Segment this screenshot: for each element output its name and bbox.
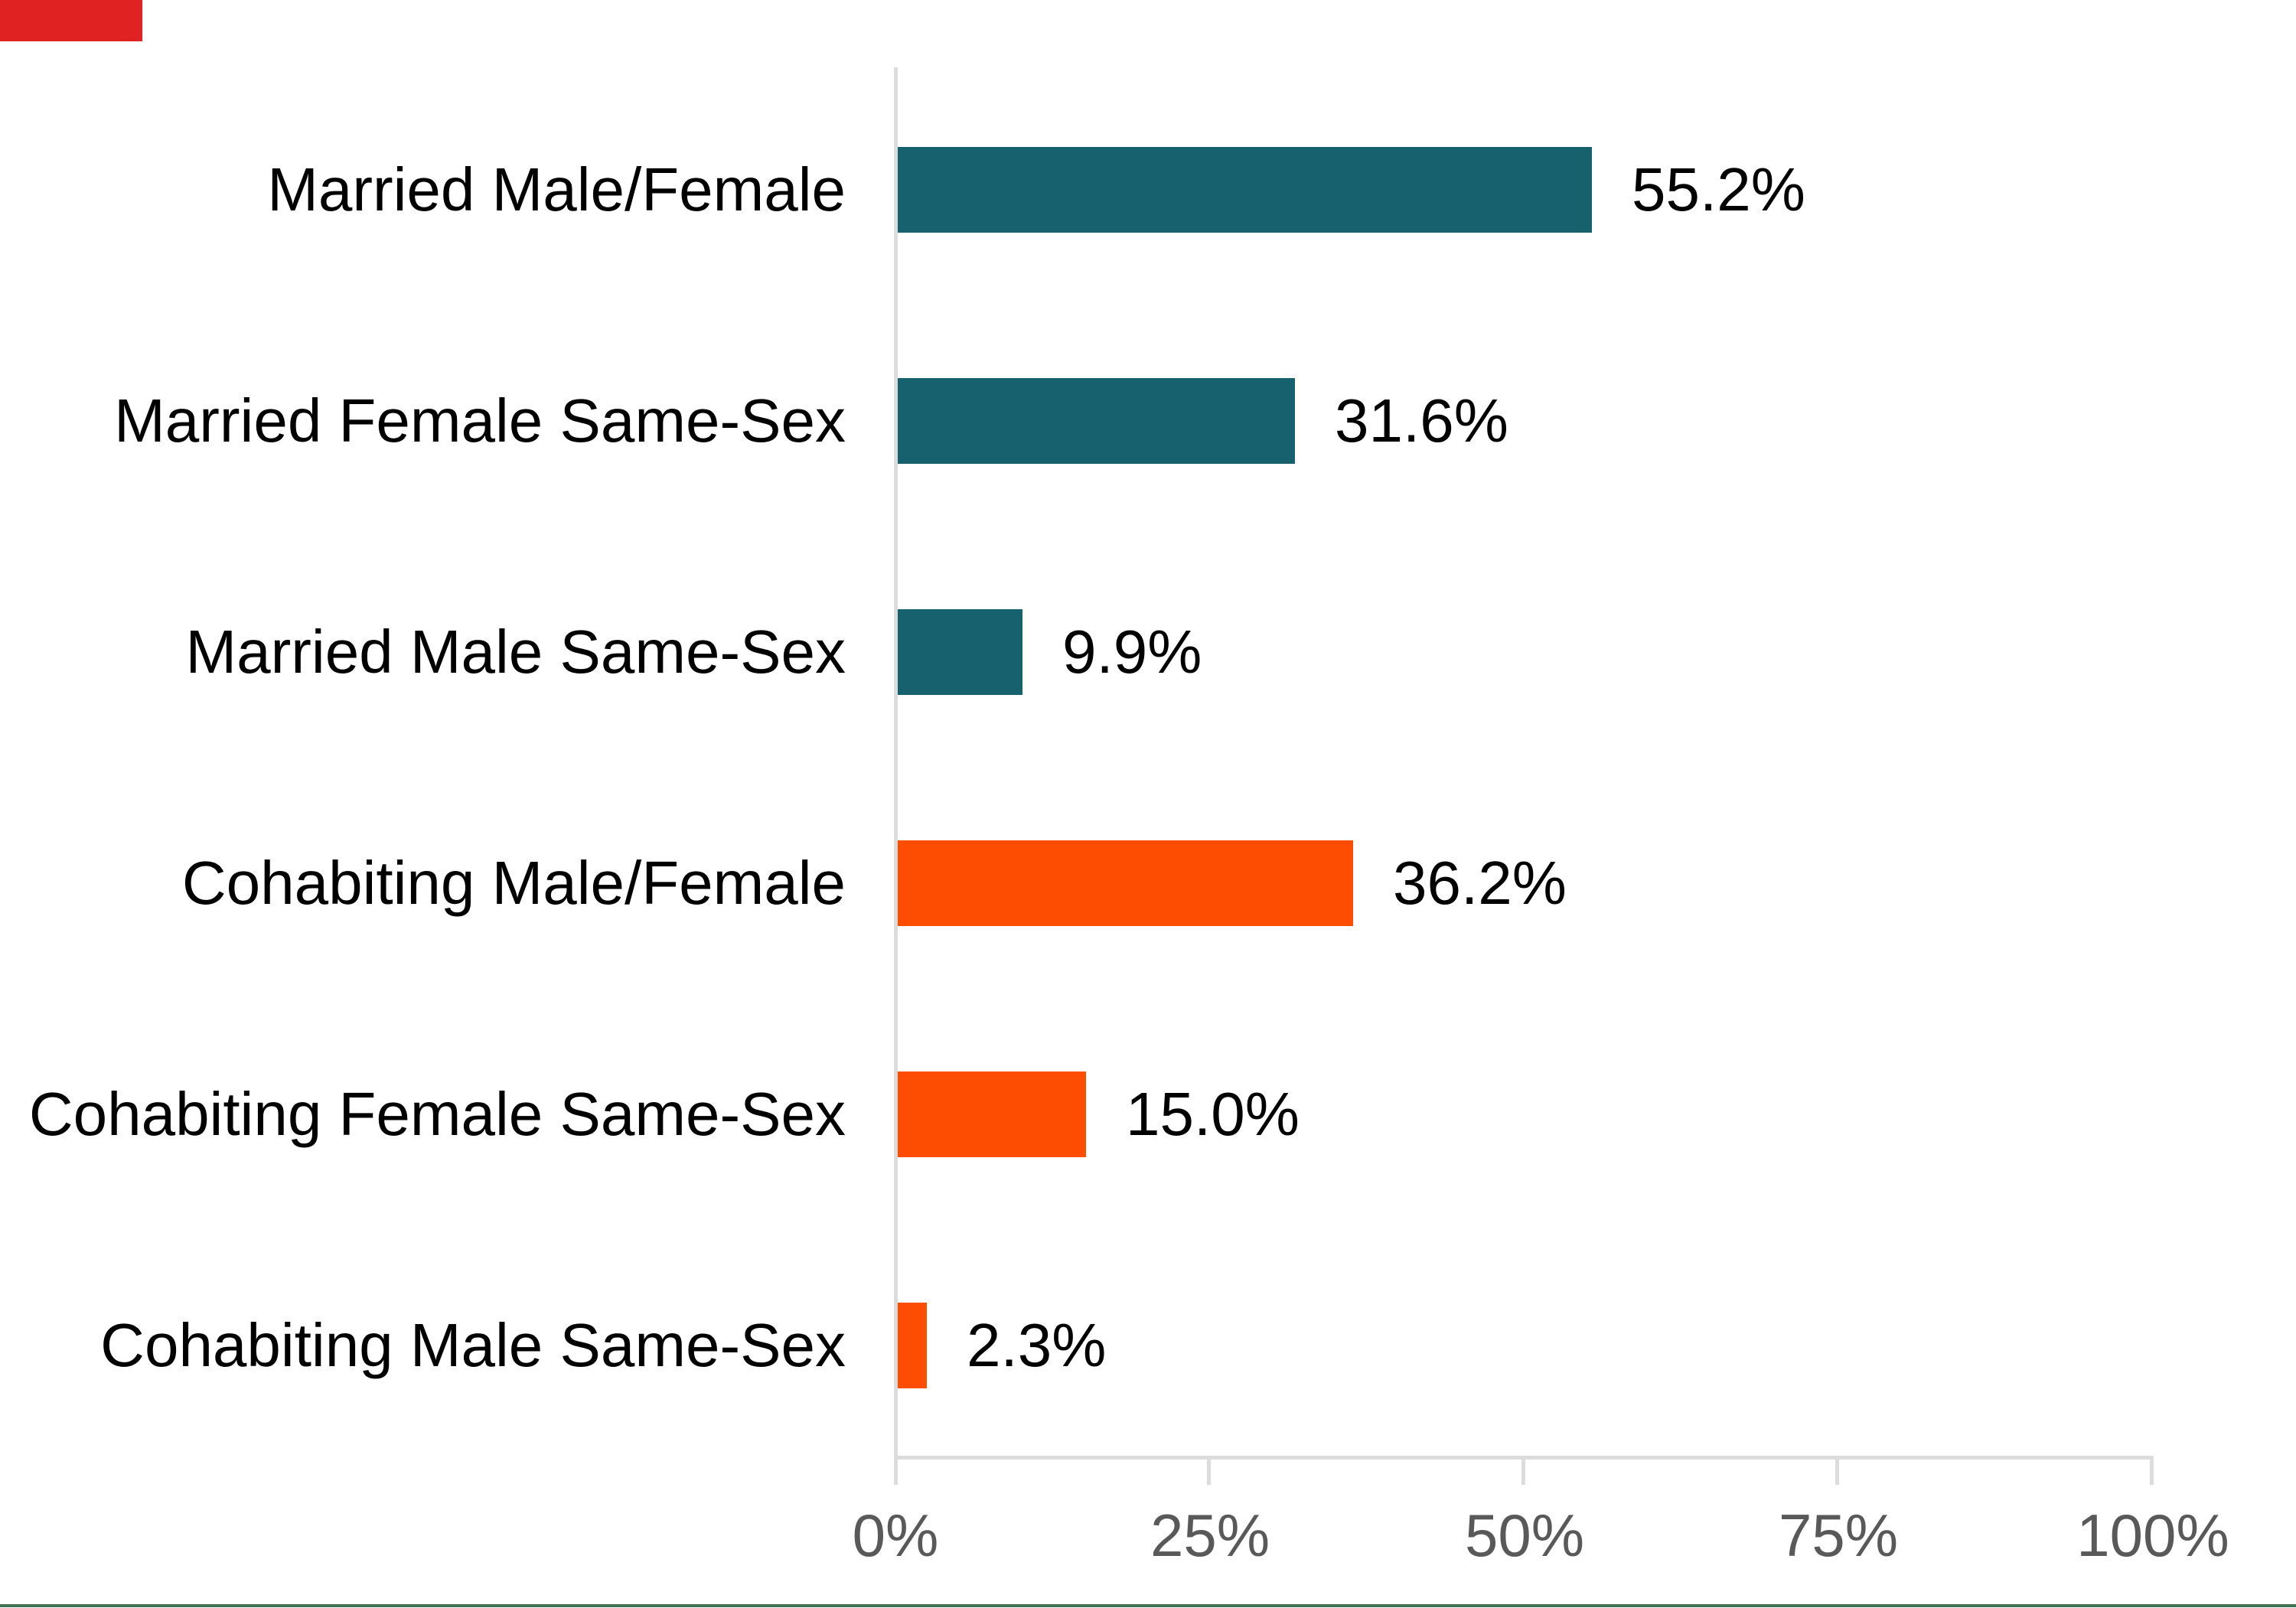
bar-row: Cohabiting Female Same-Sex 15.0% [0, 1071, 2296, 1157]
bar-married-male-same-sex [898, 609, 1022, 695]
x-tick-label: 75% [1778, 1502, 1899, 1569]
x-axis-tick [2150, 1456, 2154, 1485]
bar-married-female-same-sex [898, 378, 1295, 464]
label-axis-gap [846, 378, 898, 464]
x-tick-label: 25% [1150, 1502, 1270, 1569]
x-axis-tick [1521, 1456, 1525, 1485]
value-label: 31.6% [1335, 387, 1508, 455]
category-label: Cohabiting Male Same-Sex [100, 1311, 846, 1379]
label-axis-gap [846, 609, 898, 695]
bar-cohabiting-female-same-sex [898, 1071, 1086, 1157]
label-axis-gap [846, 1071, 898, 1157]
x-tick-label: 0% [852, 1502, 939, 1569]
x-tick-label: 100% [2076, 1502, 2229, 1569]
y-axis-line [894, 67, 898, 1485]
value-label: 9.9% [1062, 618, 1202, 686]
category-label: Cohabiting Male/Female [181, 849, 846, 917]
bottom-accent-line [0, 1604, 2296, 1607]
x-axis-tick [1207, 1456, 1211, 1485]
bar-row: Married Male Same-Sex 9.9% [0, 609, 2296, 695]
bar-row: Cohabiting Male/Female 36.2% [0, 840, 2296, 926]
bar-row: Cohabiting Male Same-Sex 2.3% [0, 1303, 2296, 1388]
category-label: Married Female Same-Sex [114, 387, 846, 455]
label-axis-gap [846, 1303, 898, 1388]
red-corner-mark [0, 0, 142, 41]
label-axis-gap [846, 840, 898, 926]
value-label: 15.0% [1126, 1080, 1300, 1148]
bar-row: Married Female Same-Sex 31.6% [0, 378, 2296, 464]
bar-cohabiting-male-female [898, 840, 1353, 926]
label-axis-gap [846, 147, 898, 233]
value-label: 36.2% [1393, 849, 1567, 917]
category-label: Cohabiting Female Same-Sex [28, 1080, 846, 1148]
x-tick-label: 50% [1464, 1502, 1585, 1569]
value-label: 55.2% [1632, 155, 1805, 223]
x-axis-tick [1835, 1456, 1839, 1485]
category-label: Married Male/Female [267, 155, 846, 223]
bar-married-male-female [898, 147, 1592, 233]
value-label: 2.3% [967, 1311, 1107, 1379]
bar-cohabiting-male-same-sex [898, 1303, 927, 1388]
category-label: Married Male Same-Sex [185, 618, 846, 686]
bar-row: Married Male/Female 55.2% [0, 147, 2296, 233]
